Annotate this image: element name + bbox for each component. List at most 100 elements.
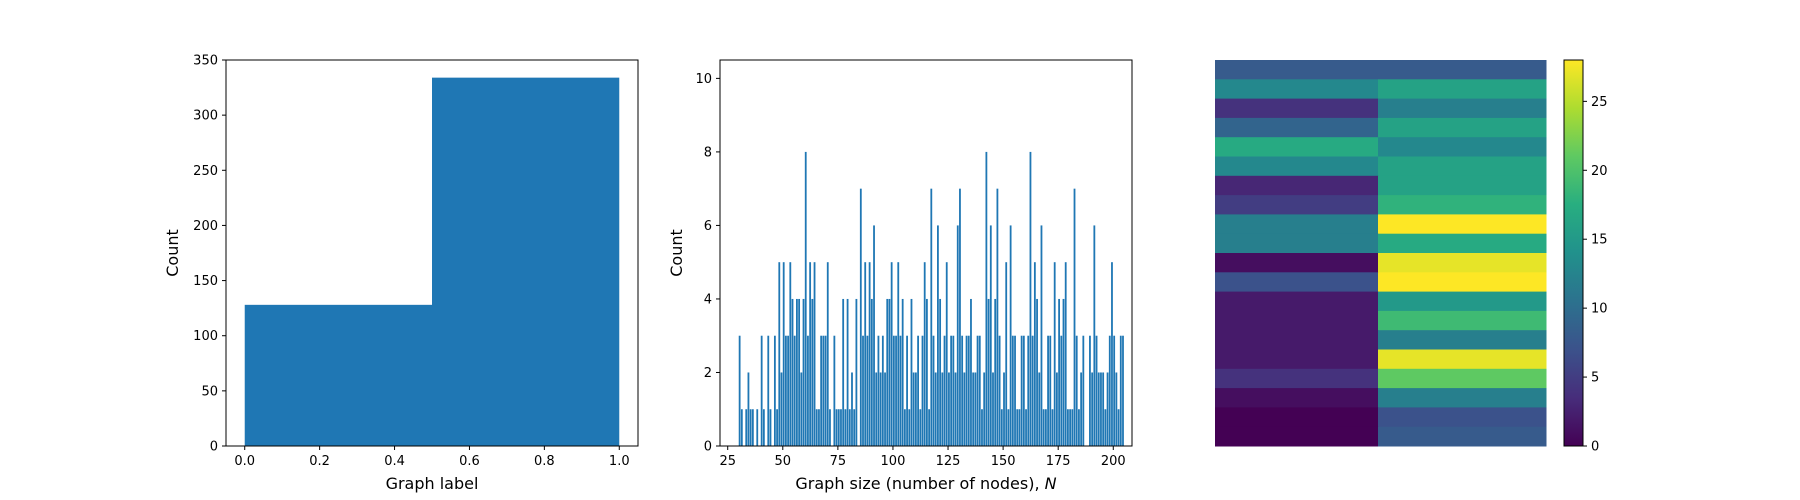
- heatmap-cell: [1215, 156, 1379, 177]
- histogram-bar: [855, 298, 858, 446]
- x-tick-label: 50: [775, 454, 792, 469]
- histogram-bar: [983, 372, 986, 446]
- y-tick-label: 2: [704, 366, 712, 381]
- histogram-bar: [840, 409, 842, 446]
- heatmap-cell: [1378, 98, 1547, 119]
- y-tick-label: 8: [704, 145, 712, 160]
- histogram-bar: [926, 298, 928, 446]
- heatmap-cell: [1215, 349, 1379, 370]
- histogram-bar: [1075, 335, 1078, 446]
- histogram-bar: [1009, 225, 1012, 446]
- heatmap-cell: [1215, 253, 1379, 273]
- histogram-bar: [1031, 335, 1034, 446]
- heatmap-cell: [1378, 426, 1547, 447]
- histogram-bar: [1051, 409, 1054, 446]
- histogram-bar: [1038, 372, 1041, 446]
- histogram-bar: [897, 262, 900, 446]
- histogram-bar: [1016, 409, 1019, 446]
- histogram-bar: [956, 225, 959, 446]
- heatmap-cell: [1378, 349, 1547, 370]
- heatmap-cell: [1215, 79, 1379, 100]
- y-tick-label: 4: [704, 292, 712, 307]
- heatmap-cell: [1215, 195, 1379, 215]
- colorbar-tick-label: 5: [1591, 371, 1599, 386]
- histogram-bar: [1064, 262, 1067, 446]
- histogram-bar: [912, 372, 915, 446]
- histogram-bar: [906, 335, 908, 446]
- heatmap-cell: [1378, 388, 1547, 408]
- histogram-bar: [1093, 225, 1096, 446]
- histogram-bar: [1071, 409, 1074, 446]
- histogram-bar: [1055, 372, 1058, 446]
- histogram-bar: [1029, 151, 1032, 446]
- histogram-bar: [954, 372, 957, 446]
- histogram-bar: [1082, 335, 1085, 446]
- histogram-bar: [859, 188, 862, 446]
- y-tick-label: 100: [193, 329, 218, 344]
- x-tick-label: 75: [830, 454, 847, 469]
- histogram-bar: [917, 335, 919, 446]
- histogram-bar: [740, 409, 743, 446]
- y-tick-label: 300: [193, 109, 218, 124]
- histogram-bar: [888, 298, 891, 446]
- histogram-bar: [778, 262, 781, 446]
- histogram-bar: [1078, 409, 1080, 446]
- histogram-bar: [1053, 262, 1056, 446]
- colorbar-tick-label: 15: [1591, 233, 1608, 248]
- histogram-bar: [1022, 335, 1025, 446]
- histogram-bar: [747, 372, 750, 446]
- histogram-bar: [903, 409, 906, 446]
- histogram-bar: [884, 372, 886, 446]
- histogram-bar: [1091, 372, 1094, 446]
- histogram-bar: [1108, 335, 1111, 446]
- histogram-bar: [1007, 409, 1010, 446]
- histogram-bar: [1113, 335, 1116, 446]
- histogram-bar: [811, 298, 814, 446]
- histogram-bar: [780, 372, 783, 446]
- heatmap-cell: [1215, 60, 1379, 80]
- histogram-bar: [813, 262, 816, 446]
- histogram-bar: [1080, 372, 1083, 446]
- y-tick-label: 6: [704, 219, 712, 234]
- histogram-bar: [1058, 298, 1060, 446]
- heatmap-cell: [1378, 156, 1547, 177]
- colorbar-gradient: [1564, 60, 1583, 446]
- histogram-bar: [826, 262, 829, 446]
- histogram-bar: [866, 335, 869, 446]
- histogram-bar: [837, 409, 840, 446]
- heatmap-cell: [1215, 426, 1379, 447]
- histogram-bar: [1111, 262, 1113, 446]
- histogram-bar: [809, 262, 812, 446]
- histogram-bar: [937, 225, 939, 446]
- x-tick-label: 200: [1101, 454, 1126, 469]
- histogram-bar: [873, 225, 875, 446]
- heatmap-cell: [1215, 233, 1379, 254]
- histogram-bar: [1062, 298, 1065, 446]
- histogram-bar: [767, 335, 770, 446]
- histogram-bar: [1100, 372, 1102, 446]
- heatmap-cell: [1215, 137, 1379, 157]
- histogram-bar: [1027, 335, 1030, 446]
- histogram-bar: [796, 298, 798, 446]
- x-tick-label: 100: [881, 454, 906, 469]
- histogram-bar: [1020, 335, 1023, 446]
- histogram-bar: [910, 298, 913, 446]
- histogram-bar: [1102, 372, 1105, 446]
- histogram-bar: [1104, 409, 1107, 446]
- histogram-bar: [992, 372, 994, 446]
- heatmap-cell: [1378, 272, 1547, 293]
- y-tick-label: 0: [210, 440, 218, 455]
- histogram-bar: [981, 409, 983, 446]
- heatmap-cell: [1378, 233, 1547, 254]
- heatmap-cell: [1378, 368, 1547, 389]
- histogram-bar: [820, 335, 823, 446]
- histogram-bar: [432, 77, 620, 446]
- histogram-bar: [1060, 335, 1063, 446]
- heatmap-cell: [1215, 310, 1379, 331]
- histogram-bar: [901, 298, 904, 446]
- histogram-bar: [919, 409, 922, 446]
- plot-frame: [225, 59, 639, 447]
- histogram-bar: [934, 372, 937, 446]
- histogram-bar: [875, 372, 878, 446]
- histogram-bar: [829, 409, 831, 446]
